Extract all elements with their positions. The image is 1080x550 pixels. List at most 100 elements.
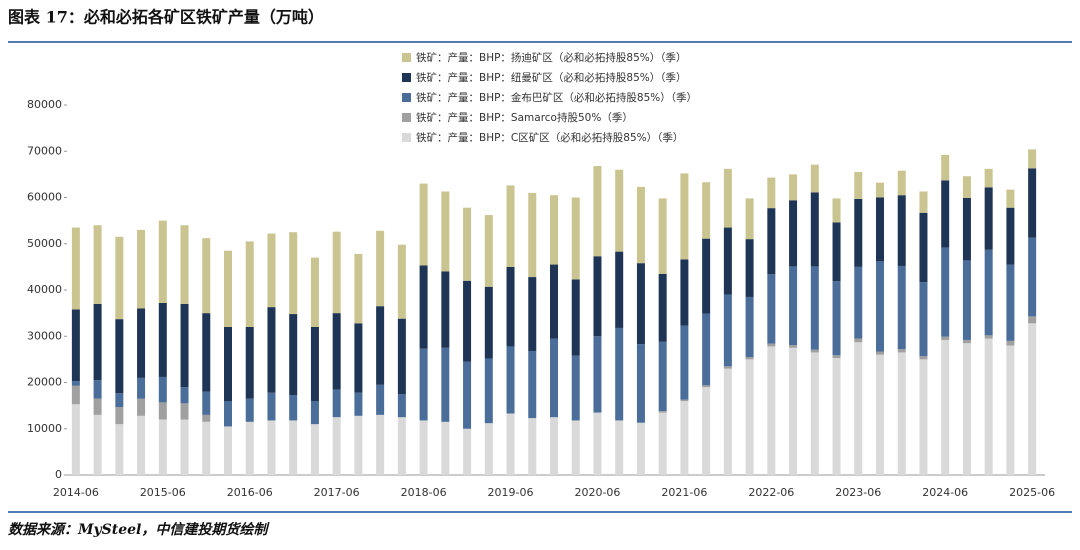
bar-segment	[745, 239, 754, 297]
bar-segment	[680, 325, 689, 400]
bar-segment	[919, 356, 928, 360]
bar-segment	[354, 253, 363, 324]
bar-segment	[702, 387, 711, 475]
bar-segment	[919, 359, 928, 475]
bar-segment	[702, 182, 711, 239]
bar-segment	[876, 197, 884, 262]
bar-segment	[854, 172, 863, 199]
bar-segment	[463, 207, 472, 281]
legend-label: 铁矿：产量：BHP：扬迪矿区（必和必拓持股85%）（季）	[416, 51, 687, 64]
x-tick-label: 2016-06	[227, 486, 273, 499]
bar-segment	[962, 339, 971, 344]
bar-segment	[267, 233, 276, 308]
legend-swatch	[402, 93, 411, 102]
bar-segment	[506, 185, 515, 267]
bar-segment	[115, 407, 124, 425]
bar-segment	[550, 264, 558, 339]
bar-segment	[245, 327, 254, 399]
bar-segment	[723, 227, 732, 295]
bar-segment	[702, 313, 711, 386]
bar-segment	[202, 414, 211, 422]
bar-segment	[636, 344, 645, 423]
bar-segment	[832, 222, 841, 282]
x-tick-label: 2019-06	[488, 486, 534, 499]
bar-segment	[71, 385, 80, 405]
bar-segment	[93, 225, 102, 304]
bar-segment	[267, 307, 276, 393]
bar-segment	[93, 380, 102, 399]
bar-segment	[876, 261, 884, 352]
x-tick-label: 2022-06	[748, 486, 794, 499]
bar-segment	[593, 336, 602, 413]
bar-segment	[376, 384, 385, 415]
bar-segment	[528, 192, 537, 278]
bar-segment	[636, 186, 645, 264]
x-tick-label: 2015-06	[140, 486, 186, 499]
bar-segment	[115, 424, 124, 475]
bar-segment	[376, 414, 385, 475]
bar-segment	[832, 198, 841, 223]
bar-segment	[224, 426, 232, 475]
bar-segment	[528, 277, 537, 352]
bar-segment	[832, 357, 841, 475]
bar-segment	[137, 377, 146, 399]
bar-segment	[615, 251, 624, 328]
bar-segment	[463, 361, 472, 429]
bar-segment	[593, 166, 602, 257]
bar-segment	[1006, 345, 1015, 475]
bar-segment	[354, 392, 363, 416]
bar-segment	[310, 401, 319, 425]
bar-segment	[832, 281, 841, 356]
bar-segment	[202, 391, 211, 415]
bar-segment	[571, 420, 580, 475]
bar-segment	[267, 392, 276, 421]
bar-segment	[115, 236, 124, 320]
bar-segment	[767, 346, 776, 475]
bar-segment	[332, 417, 341, 475]
bar-segment	[962, 176, 971, 198]
bar-segment	[93, 398, 102, 415]
bar-segment	[984, 187, 993, 250]
bar-segment	[984, 335, 993, 339]
bar-segment	[506, 266, 515, 347]
bar-segment	[419, 265, 428, 349]
bar-segment	[702, 238, 711, 314]
bar-segment	[810, 192, 819, 267]
bar-segment	[441, 347, 450, 422]
bar-segment	[310, 424, 319, 475]
bar-segment	[137, 308, 146, 378]
legend-swatch	[402, 113, 411, 122]
bar-segment	[919, 282, 928, 357]
bar-segment	[680, 399, 689, 401]
bar-segment	[962, 197, 971, 261]
bar-segment	[1028, 168, 1037, 238]
bar-segment	[658, 341, 667, 412]
bar-segment	[158, 220, 167, 303]
bar-segment	[854, 342, 863, 475]
bar-segment	[941, 339, 950, 475]
bar-segment	[745, 359, 754, 475]
bar-segment	[789, 200, 798, 267]
bar-segment	[789, 347, 798, 475]
bar-segment	[419, 348, 428, 421]
bar-segment	[1028, 323, 1037, 475]
bar-segment	[245, 398, 254, 422]
x-tick-label: 2020-06	[574, 486, 620, 499]
bar-segment	[919, 191, 928, 213]
bar-segment	[332, 231, 341, 314]
bar-segment	[93, 303, 102, 381]
bar-segment	[876, 351, 884, 355]
bar-segment	[745, 296, 754, 358]
bar-segment	[832, 355, 841, 358]
y-tick-label: 40000	[27, 283, 62, 296]
bar-segment	[137, 229, 146, 309]
bar-segment	[658, 411, 667, 413]
bar-segment	[854, 266, 863, 339]
x-tick-label: 2025-06	[1009, 486, 1055, 499]
bar-segment	[897, 352, 906, 475]
bar-segment	[202, 421, 211, 475]
y-tick-label: 0	[55, 468, 62, 481]
y-tick-label: 30000	[27, 329, 62, 342]
bar-segment	[897, 349, 906, 353]
bar-segment	[202, 313, 211, 392]
